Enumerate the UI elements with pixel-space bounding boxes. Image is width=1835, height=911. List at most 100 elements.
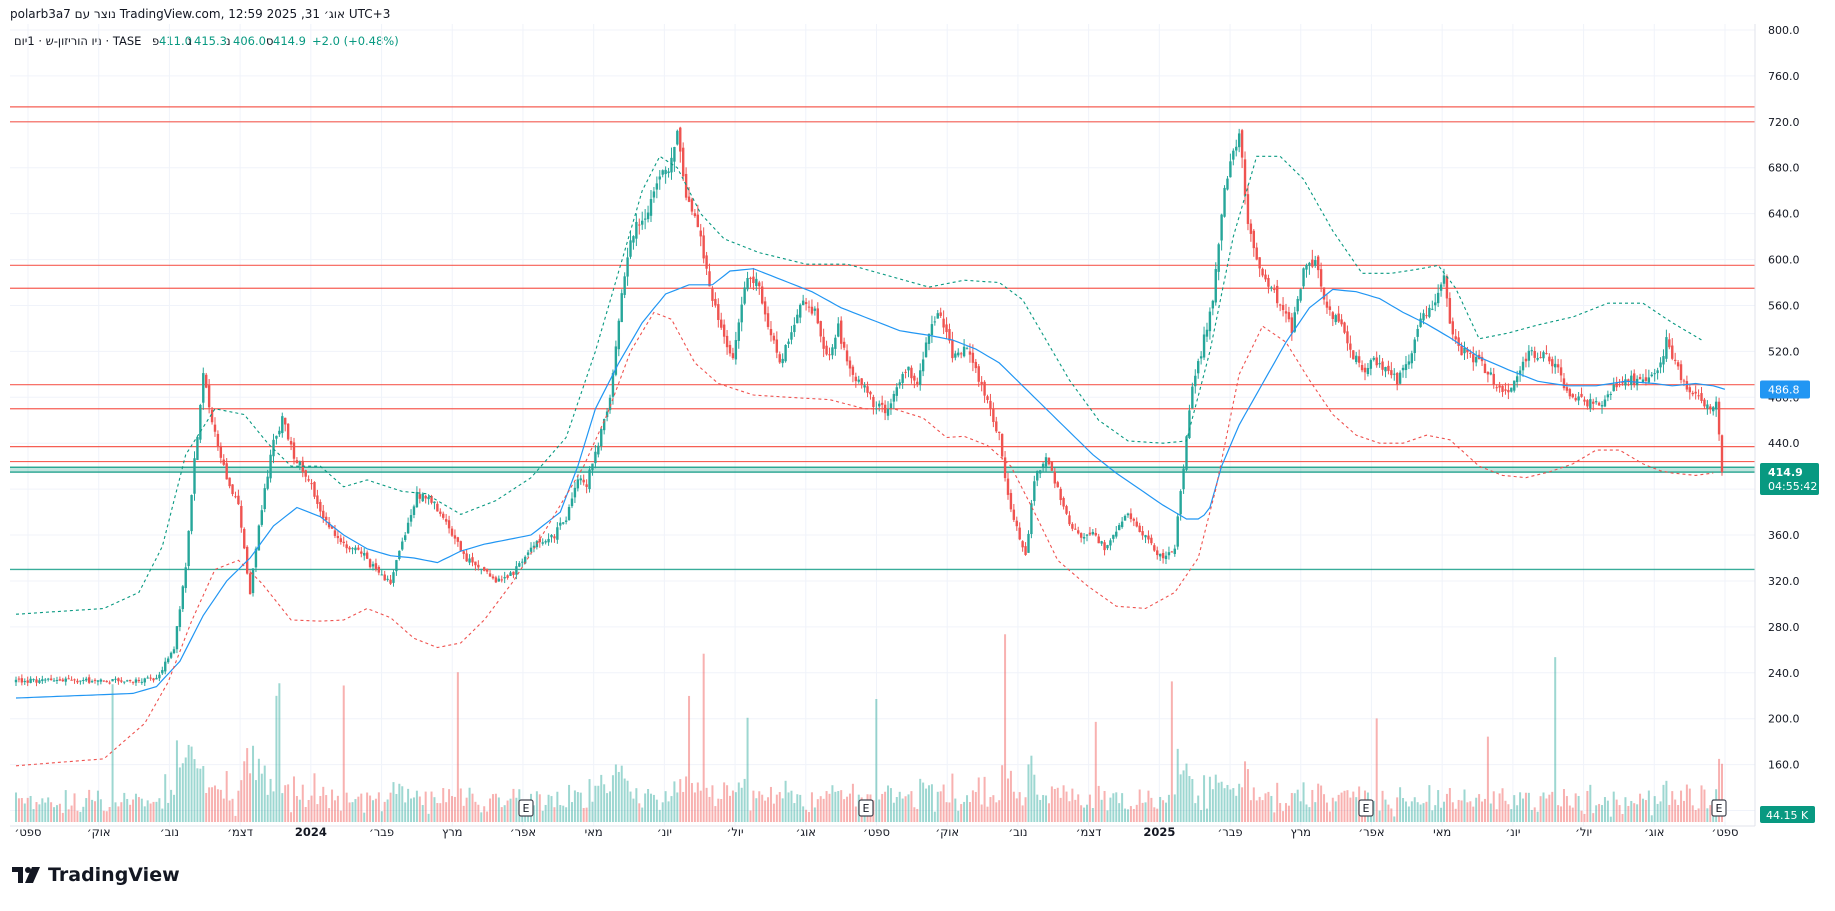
volume-bar <box>1609 816 1612 822</box>
volume-bar <box>954 798 957 822</box>
candle-body <box>228 477 231 487</box>
volume-bar <box>1472 806 1475 822</box>
candle-body <box>1562 378 1566 389</box>
candle-body <box>134 679 138 683</box>
candle-body <box>872 396 875 408</box>
volume-bar <box>1235 795 1238 822</box>
volume-bar <box>1314 802 1317 822</box>
ma-price-tag <box>1760 380 1810 399</box>
candle-body <box>1226 178 1229 190</box>
x-tick-label: נוב׳ <box>1008 825 1027 839</box>
volume-bar <box>1229 789 1232 822</box>
candle-body <box>787 341 790 344</box>
volume-bar <box>600 774 603 822</box>
x-tick-label: דצמ׳ <box>1076 825 1102 839</box>
earnings-marker[interactable]: E <box>1358 799 1374 817</box>
candle-body <box>626 257 629 277</box>
x-tick-label: אוג׳ <box>796 825 816 839</box>
volume-bar <box>369 795 372 822</box>
volume-bar <box>1346 790 1349 822</box>
candle-body <box>1267 277 1270 287</box>
candle-body <box>1164 555 1168 560</box>
candle-body <box>96 680 100 682</box>
candle-body <box>781 358 784 364</box>
candle-body <box>1276 285 1279 304</box>
volume-bar <box>1220 781 1223 822</box>
candle-body <box>161 670 164 674</box>
volume-bar <box>1077 794 1080 822</box>
volume-bar <box>764 800 767 822</box>
earnings-marker-box <box>518 799 534 817</box>
candle-body <box>187 530 190 567</box>
candle-body <box>251 568 255 594</box>
volume-bar <box>1618 805 1621 822</box>
volume-bar <box>331 789 334 822</box>
volume-bar <box>843 799 846 822</box>
volume-bar <box>474 801 477 822</box>
candle-body <box>1065 506 1068 514</box>
candle-body <box>845 350 849 362</box>
volume-bar <box>213 785 216 822</box>
candle-body <box>392 572 395 583</box>
volume-bar <box>544 804 547 822</box>
candle-body <box>1518 370 1522 375</box>
volume-bar <box>541 810 544 822</box>
volume-bar <box>295 796 298 822</box>
volume-bar <box>494 793 497 822</box>
volume-bar <box>1325 802 1328 822</box>
candle-body <box>1229 161 1232 178</box>
volume-bar <box>1015 798 1018 822</box>
candle-body <box>989 400 992 409</box>
candle-body <box>73 679 76 681</box>
candle-body <box>488 573 492 577</box>
candle-body <box>447 520 451 529</box>
volume-bar <box>123 792 126 822</box>
candle-body <box>281 416 284 434</box>
x-tick-label: ספט׳ <box>1712 825 1739 839</box>
candle-body <box>1469 352 1472 354</box>
volume-bar <box>292 776 295 822</box>
candle-body <box>544 541 547 543</box>
candle-body <box>945 324 948 333</box>
volume-bar <box>1548 794 1551 822</box>
volume-bar <box>1088 794 1091 822</box>
volume-bar <box>1208 776 1211 822</box>
candle-body <box>1220 214 1223 241</box>
volume-bar <box>1507 804 1510 822</box>
candle-body <box>1545 353 1548 355</box>
candle-body <box>822 336 825 349</box>
candle-body <box>1144 535 1147 538</box>
volume-bar <box>553 807 556 822</box>
earnings-marker[interactable]: E <box>1711 799 1727 817</box>
tradingview-logo[interactable]: TradingView <box>12 864 180 886</box>
candle-body <box>260 510 264 525</box>
candle-body <box>521 561 524 563</box>
candle-body <box>1182 468 1185 490</box>
candle-body <box>924 342 928 358</box>
volume-bar <box>1633 803 1636 822</box>
earnings-marker[interactable]: E <box>858 799 874 817</box>
earnings-marker[interactable]: E <box>518 799 534 817</box>
candle-body <box>166 658 170 663</box>
volume-bar <box>1024 797 1027 822</box>
volume-bar <box>85 798 88 822</box>
volume-bar <box>480 812 483 822</box>
candle-body <box>1378 363 1381 365</box>
candle-body <box>831 347 834 356</box>
volume-bar <box>1545 798 1548 822</box>
candle-body <box>1568 389 1572 397</box>
candle-body <box>793 324 796 333</box>
candle-body <box>272 439 275 457</box>
candle-body <box>1360 365 1364 371</box>
candle-body <box>617 320 621 350</box>
volume-bar <box>240 780 243 822</box>
volume-bar <box>1656 803 1659 822</box>
candle-body <box>834 337 837 349</box>
candle-body <box>866 386 869 393</box>
gridlines <box>10 24 1755 826</box>
volume-bar <box>26 797 29 822</box>
volume-bar <box>257 758 260 822</box>
volume-bar <box>325 795 328 822</box>
